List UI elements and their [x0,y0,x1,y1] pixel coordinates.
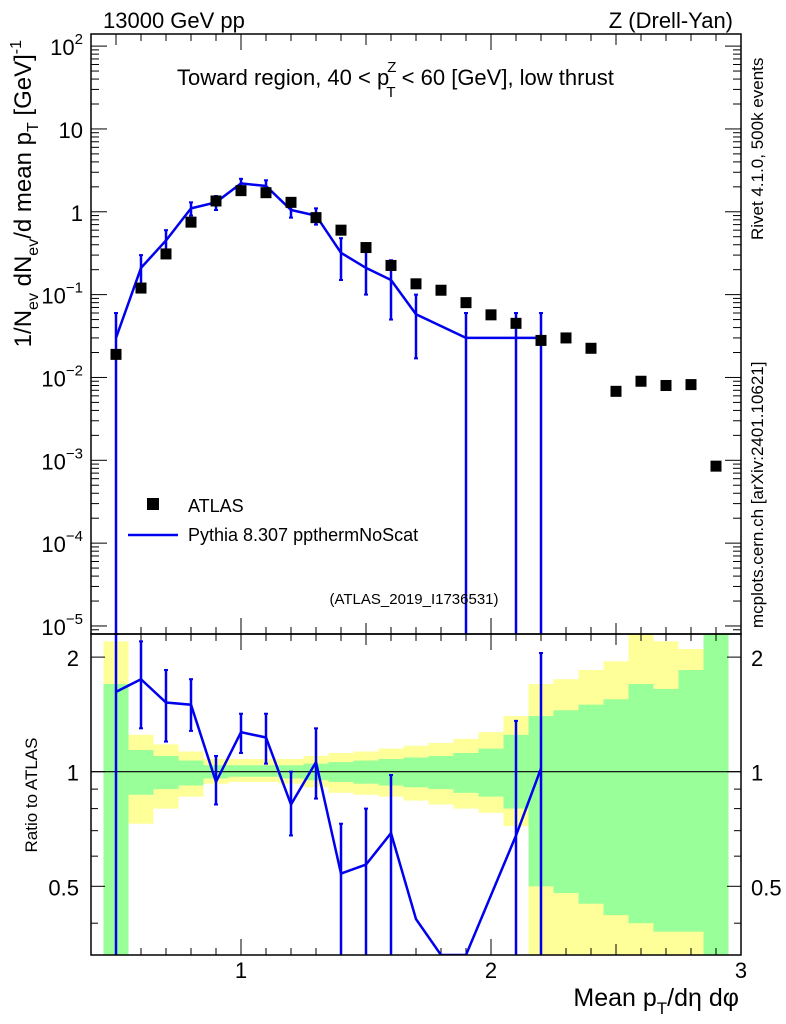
x-tick-label: 2 [485,958,497,983]
green-band-bin [678,669,704,932]
atlas-point [235,185,247,197]
green-band-bin [428,755,454,790]
y-tick-label: 10−2 [41,362,83,391]
atlas-point [310,212,322,224]
y-tick-label: 10−5 [41,611,83,640]
ratio-uncertainty-bands [103,634,729,955]
y-tick-label: 10−4 [41,528,83,557]
energy-label: 13000 GeV pp [103,8,245,33]
green-band-bin [453,752,479,793]
ratio-y-tick-label: 1 [67,761,79,786]
ratio-axis-label: Ratio to ATLAS [22,738,41,853]
atlas-series [110,185,722,472]
atlas-point [560,332,572,344]
y-tick-label: 10−3 [41,445,83,474]
pythia-series [114,177,543,634]
atlas-point [635,375,647,387]
x-tick-label: 3 [735,958,747,983]
ratio-panel-frame [90,633,742,956]
ratio-y-tick-label: 0.5 [48,875,79,900]
atlas-point [260,187,272,199]
atlas-point [660,379,672,391]
process-label: Z (Drell-Yan) [609,8,733,33]
source-label: mcplots.cern.ch [arXiv:2401.10621] [748,362,767,628]
atlas-point [535,334,547,346]
green-band-bin [603,699,629,916]
green-band-bin [703,634,729,955]
green-band-bin [128,750,154,795]
green-band-bin [628,683,654,924]
y-tick-label: 102 [50,31,83,60]
atlas-point [185,216,197,228]
atlas-point [510,317,522,329]
atlas-point [585,342,597,354]
atlas-point [135,282,147,294]
atlas-point [335,224,347,236]
y-tick-label: 1 [71,201,83,226]
green-band-bin [228,765,254,777]
ratio-line [115,677,543,955]
green-band-bin [403,757,429,788]
legend-pythia-label: Pythia 8.307 ppthermNoScat [188,525,418,545]
atlas-point [110,348,122,360]
atlas-point [410,278,422,290]
legend-atlas-label: ATLAS [188,496,244,516]
y-tick-label: 10 [59,118,83,143]
green-band-bin [153,755,179,790]
atlas-point [710,460,722,472]
ratio-y-tick-label: 2 [67,646,79,671]
x-tick-label: 1 [235,958,247,983]
green-band-bin [478,748,504,797]
panel-frames [90,33,742,956]
ratio-y-tick-label: 2 [751,646,763,671]
atlas-point [610,385,622,397]
chart-title: Toward region, 40 < pZ T < 60 [GeV], low … [177,59,614,101]
legend-atlas-marker [147,498,159,510]
atlas-point [685,379,697,391]
green-band-bin [553,710,579,894]
green-band-bin [653,688,679,932]
atlas-point [460,297,472,309]
atlas-point [285,196,297,208]
atlas-point [385,259,397,271]
y-tick-label: 10−1 [41,280,83,309]
atlas-point [160,248,172,260]
green-band-bin [578,704,604,904]
green-band-bin [178,760,204,786]
legend: ATLAS Pythia 8.307 ppthermNoScat [128,496,418,545]
atlas-point [485,309,497,321]
atlas-point [360,242,372,254]
green-band-bin [253,765,279,777]
x-axis-label: Mean pT/dη dφ [573,984,739,1018]
labels: 13000 GeV pp Z (Drell-Yan) Toward region, … [8,8,767,1018]
atlas-point [210,195,222,207]
pythia-line [114,182,541,340]
ratio-y-tick-label: 0.5 [751,875,782,900]
ratio-series [114,633,543,955]
y-axis-label: 1/Nev dNev/d mean pT [GeV]-1 [8,40,42,347]
rivet-label: Rivet 4.1.0, 500k events [748,58,767,240]
main-panel-axes: 102 10 1 10−1 10−2 10−3 10−4 10−5 [41,31,741,640]
analysis-label: (ATLAS_2019_I1736531) [329,591,498,608]
atlas-point [435,284,447,296]
ratio-y-tick-label: 1 [751,761,763,786]
